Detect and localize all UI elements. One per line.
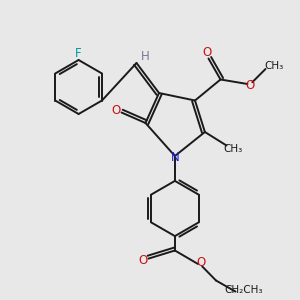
Text: O: O <box>246 79 255 92</box>
Text: O: O <box>202 46 211 59</box>
Text: CH₃: CH₃ <box>264 61 284 71</box>
Text: O: O <box>112 103 121 117</box>
Text: O: O <box>196 256 206 269</box>
Text: N: N <box>170 151 179 164</box>
Text: CH₃: CH₃ <box>224 144 243 154</box>
Text: H: H <box>140 50 149 64</box>
Text: O: O <box>139 254 148 267</box>
Text: F: F <box>75 47 82 60</box>
Text: CH₂CH₃: CH₂CH₃ <box>225 285 263 295</box>
